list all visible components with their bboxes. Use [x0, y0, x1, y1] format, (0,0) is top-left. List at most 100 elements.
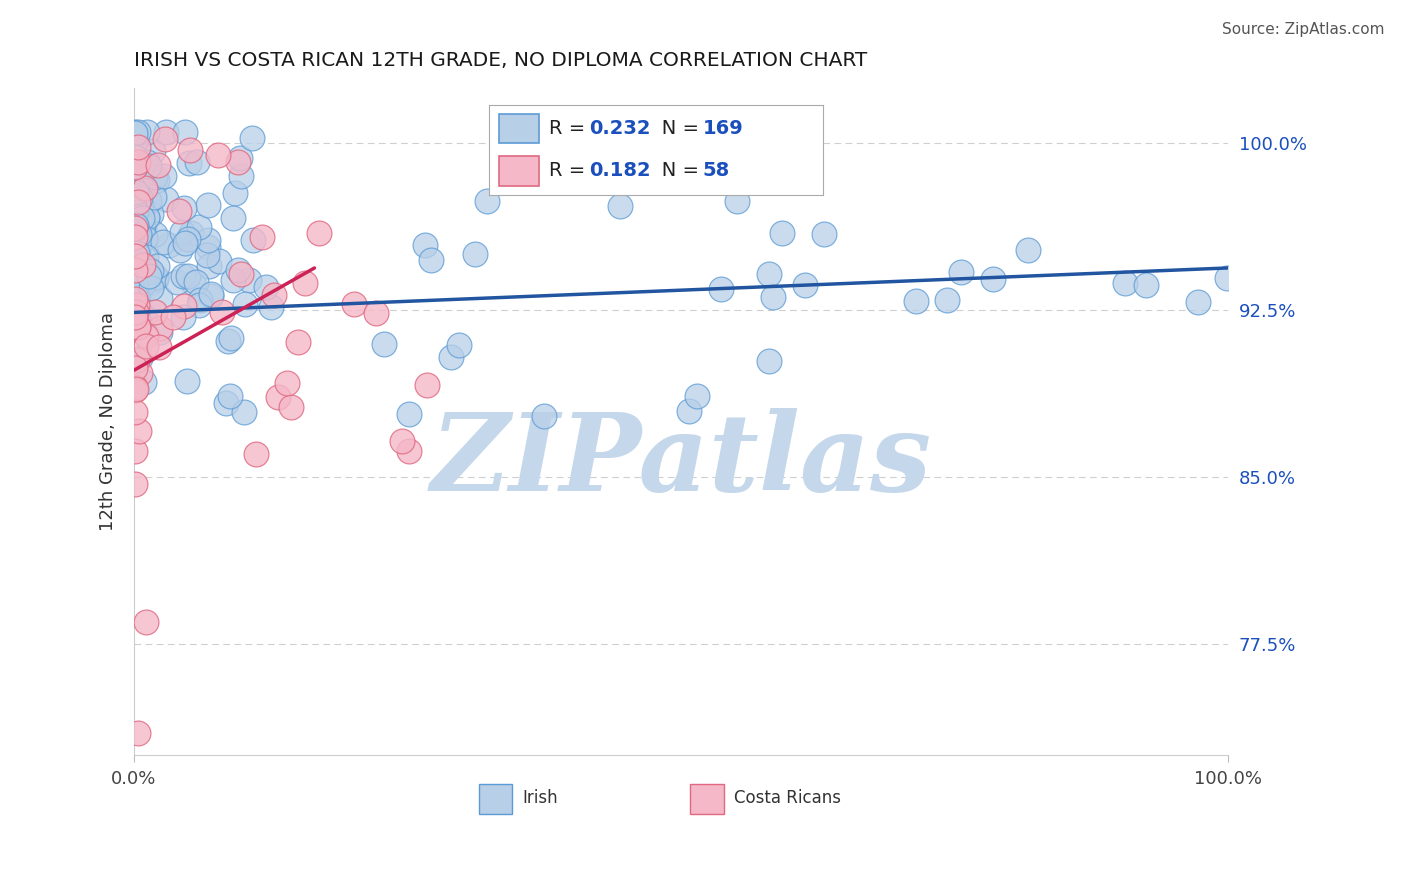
Point — [440, 350, 463, 364]
Point — [124, 443, 146, 458]
Point — [167, 204, 190, 219]
Point — [139, 276, 162, 290]
Point — [364, 306, 387, 320]
Point — [138, 194, 160, 208]
Point — [141, 207, 163, 221]
Point — [398, 444, 420, 458]
Point — [197, 197, 219, 211]
Point — [124, 268, 146, 282]
Point — [124, 309, 146, 323]
Point — [373, 336, 395, 351]
Point — [124, 202, 146, 216]
Point — [143, 227, 166, 241]
Point — [217, 334, 239, 349]
Point — [128, 191, 150, 205]
Point — [132, 245, 155, 260]
Point — [124, 296, 146, 310]
Point — [308, 226, 330, 240]
Point — [143, 305, 166, 319]
Point — [134, 327, 156, 342]
Point — [215, 396, 238, 410]
Text: Source: ZipAtlas.com: Source: ZipAtlas.com — [1222, 22, 1385, 37]
Point — [125, 236, 148, 251]
Point — [169, 243, 191, 257]
Point — [128, 227, 150, 241]
Point — [132, 260, 155, 274]
Y-axis label: 12th Grade, No Diploma: 12th Grade, No Diploma — [100, 312, 117, 531]
Point — [186, 155, 208, 169]
Point — [127, 140, 149, 154]
Point — [127, 125, 149, 139]
Point — [1216, 271, 1239, 285]
Point — [128, 424, 150, 438]
Point — [149, 325, 172, 339]
Point — [197, 233, 219, 247]
Point — [129, 198, 152, 212]
Point — [124, 305, 146, 319]
Point — [142, 189, 165, 203]
Point — [174, 235, 197, 250]
Point — [124, 253, 146, 268]
Point — [127, 252, 149, 266]
Point — [135, 168, 157, 182]
Point — [127, 311, 149, 326]
Text: IRISH VS COSTA RICAN 12TH GRADE, NO DIPLOMA CORRELATION CHART: IRISH VS COSTA RICAN 12TH GRADE, NO DIPL… — [134, 51, 868, 70]
Point — [398, 407, 420, 421]
Point — [135, 154, 157, 169]
Point — [229, 169, 252, 183]
Point — [981, 272, 1004, 286]
Point — [134, 312, 156, 326]
Point — [124, 292, 146, 306]
Point — [146, 158, 169, 172]
Point — [134, 231, 156, 245]
Point — [260, 300, 283, 314]
Point — [177, 269, 200, 284]
Point — [125, 219, 148, 233]
Point — [793, 277, 815, 292]
Point — [124, 185, 146, 199]
Point — [124, 133, 146, 147]
Point — [127, 155, 149, 169]
Point — [280, 400, 302, 414]
Point — [813, 227, 835, 241]
Point — [124, 252, 146, 267]
Point — [155, 132, 177, 146]
Point — [1114, 277, 1136, 291]
Point — [413, 237, 436, 252]
Point — [477, 194, 499, 208]
Point — [762, 290, 785, 304]
Point — [208, 253, 231, 268]
Point — [125, 189, 148, 203]
Point — [678, 403, 700, 417]
Point — [155, 193, 177, 207]
Point — [127, 264, 149, 278]
Point — [222, 211, 245, 225]
Point — [222, 273, 245, 287]
Point — [124, 262, 146, 277]
Point — [181, 276, 204, 290]
Point — [449, 338, 471, 352]
Point — [141, 264, 163, 278]
Point — [125, 204, 148, 219]
Point — [124, 287, 146, 301]
Point — [197, 239, 219, 253]
Point — [124, 249, 146, 263]
Point — [124, 278, 146, 293]
Point — [170, 225, 193, 239]
Point — [135, 125, 157, 139]
Point — [758, 267, 780, 281]
Point — [139, 281, 162, 295]
Point — [177, 232, 200, 246]
Point — [134, 376, 156, 390]
Point — [609, 198, 631, 212]
Point — [904, 294, 927, 309]
Point — [294, 276, 316, 290]
Point — [127, 194, 149, 209]
Point — [124, 126, 146, 140]
Point — [135, 250, 157, 264]
Point — [124, 150, 146, 164]
Point — [124, 230, 146, 244]
Point — [131, 211, 153, 226]
Point — [186, 276, 208, 290]
Point — [197, 247, 219, 261]
